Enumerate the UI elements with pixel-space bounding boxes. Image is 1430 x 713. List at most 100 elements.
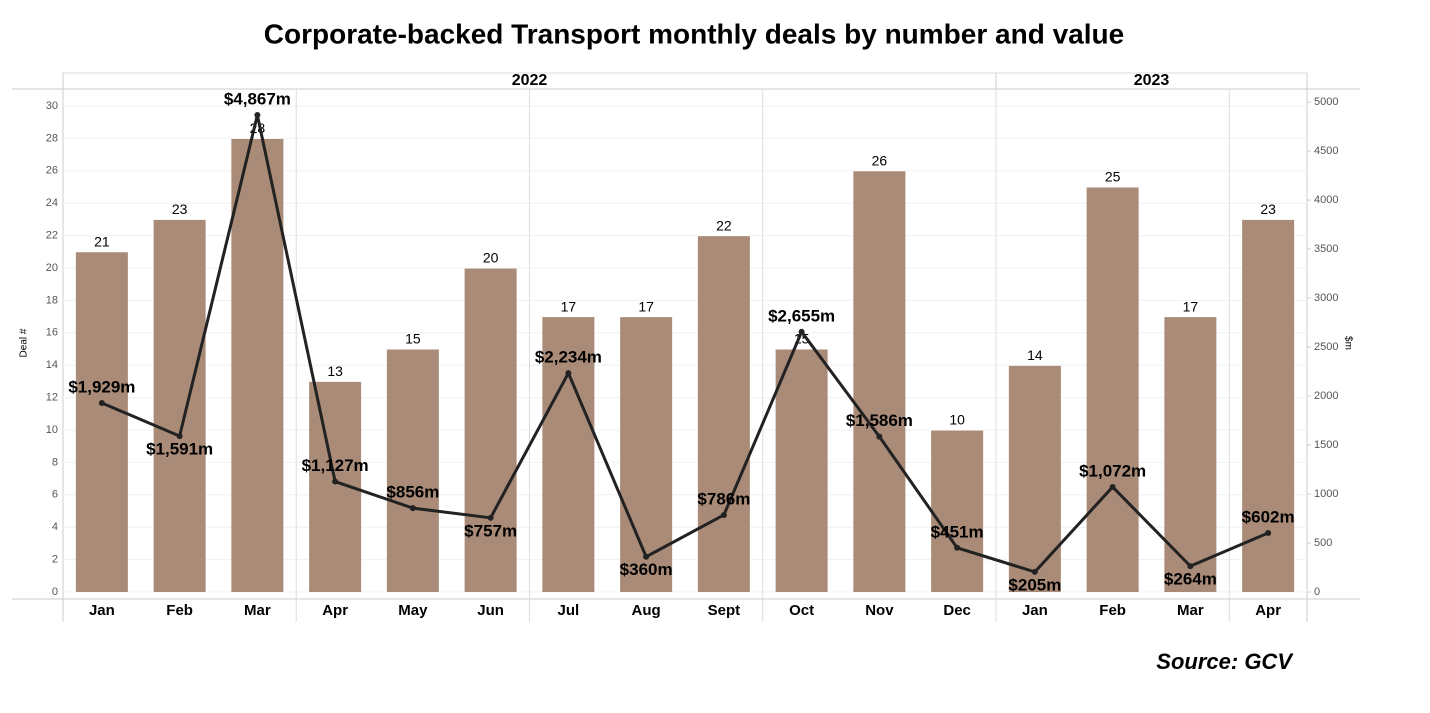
x-tick-label: Mar xyxy=(1177,602,1204,619)
y-tick-label: 28 xyxy=(46,132,58,144)
bar-label: 17 xyxy=(638,298,654,314)
y-tick-label: 18 xyxy=(46,294,58,306)
value-label: $786m xyxy=(697,489,750,508)
bar-label: 22 xyxy=(716,217,732,233)
bar xyxy=(1164,316,1217,592)
bar xyxy=(853,170,906,593)
y2-tick-label: 500 xyxy=(1314,537,1332,549)
y-tick-label: 8 xyxy=(52,456,58,468)
value-label: $1,127m xyxy=(302,456,369,475)
line-point xyxy=(565,370,572,377)
y-tick-label: 10 xyxy=(46,424,58,436)
line-point xyxy=(98,399,105,406)
bar xyxy=(464,268,517,592)
line-point xyxy=(487,514,494,521)
x-tick-label: Jan xyxy=(1022,602,1048,619)
y2-tick-label: 2000 xyxy=(1314,390,1338,402)
bar xyxy=(1242,219,1295,592)
y2-tick-label: 4500 xyxy=(1314,145,1338,157)
x-tick-label: Mar xyxy=(244,602,271,619)
x-tick-label: Sept xyxy=(708,602,741,619)
line-point xyxy=(720,511,727,518)
bar xyxy=(620,316,673,592)
line-point xyxy=(954,544,961,551)
bar-label: 20 xyxy=(483,250,499,266)
y-tick-label: 30 xyxy=(46,100,58,112)
line-point xyxy=(254,112,261,119)
bar xyxy=(1008,365,1061,592)
x-tick-label: Jan xyxy=(89,602,115,619)
y-tick-label: 16 xyxy=(46,327,58,339)
y-tick-label: 6 xyxy=(52,489,58,501)
y2-axis-label: $m xyxy=(1342,336,1353,350)
x-tick-label: Jul xyxy=(558,602,580,619)
y-tick-label: 26 xyxy=(46,165,58,177)
line-point xyxy=(409,505,416,512)
bar xyxy=(75,251,128,593)
bar xyxy=(697,235,750,592)
bar-label: 23 xyxy=(1260,201,1276,217)
line-point xyxy=(798,328,805,335)
value-label: $757m xyxy=(464,521,517,540)
line xyxy=(101,114,1269,574)
bar-label: 25 xyxy=(1105,169,1121,185)
line-point xyxy=(332,478,339,485)
value-label: $1,591m xyxy=(146,440,213,459)
value-label: $205m xyxy=(1008,575,1061,594)
value-label: $264m xyxy=(1164,570,1217,589)
y2-tick-label: 4000 xyxy=(1314,194,1338,206)
bar-label: 17 xyxy=(561,298,577,314)
line-point xyxy=(876,433,883,440)
y-tick-label: 20 xyxy=(46,262,58,274)
value-label: $2,655m xyxy=(768,306,835,325)
chart-title: Corporate-backed Transport monthly deals… xyxy=(264,18,1124,49)
line-point xyxy=(1265,530,1272,537)
line-point xyxy=(1109,483,1116,490)
y-tick-label: 0 xyxy=(52,586,58,598)
y2-tick-label: 3000 xyxy=(1314,292,1338,304)
bar xyxy=(386,349,439,592)
year-label: 2023 xyxy=(1134,72,1170,89)
x-tick-label: May xyxy=(398,602,428,619)
value-label: $602m xyxy=(1242,507,1295,526)
value-label: $1,586m xyxy=(846,411,913,430)
y-axis-label: Deal # xyxy=(19,328,30,357)
bar xyxy=(153,219,206,592)
x-tick-label: Feb xyxy=(1099,602,1126,619)
bar xyxy=(931,430,984,592)
y2-tick-label: 1500 xyxy=(1314,439,1338,451)
bar-label: 10 xyxy=(949,412,965,428)
value-label: $1,072m xyxy=(1079,461,1146,480)
x-tick-label: Aug xyxy=(632,602,661,619)
y2-tick-label: 3500 xyxy=(1314,243,1338,255)
bar-label: 17 xyxy=(1183,298,1199,314)
line-point xyxy=(176,433,183,440)
y-tick-label: 24 xyxy=(46,197,58,209)
source: Source: GCV xyxy=(1156,649,1294,674)
y2-tick-label: 1000 xyxy=(1314,488,1338,500)
value-label: $856m xyxy=(386,483,439,502)
bar-label: 21 xyxy=(94,234,110,250)
x-tick-label: Jun xyxy=(477,602,504,619)
value-label: $1,929m xyxy=(68,377,135,396)
y-tick-label: 4 xyxy=(52,521,58,533)
x-tick-label: Nov xyxy=(865,602,894,619)
bar-label: 14 xyxy=(1027,347,1043,363)
value-label: $2,234m xyxy=(535,348,602,367)
y-tick-label: 2 xyxy=(52,554,58,566)
value-label: $4,867m xyxy=(224,90,291,109)
bar-label: 26 xyxy=(872,153,888,169)
line-point xyxy=(1031,568,1038,575)
x-tick-label: Apr xyxy=(1255,602,1281,619)
x-tick-label: Oct xyxy=(789,602,814,619)
bar xyxy=(1086,187,1139,592)
year-label: 2022 xyxy=(512,72,548,89)
x-tick-label: Feb xyxy=(166,602,193,619)
x-tick-label: Apr xyxy=(322,602,348,619)
y-tick-label: 12 xyxy=(46,392,58,404)
bar-label: 15 xyxy=(405,331,421,347)
y2-tick-label: 2500 xyxy=(1314,341,1338,353)
value-label: $451m xyxy=(931,522,984,541)
bar xyxy=(542,316,595,592)
